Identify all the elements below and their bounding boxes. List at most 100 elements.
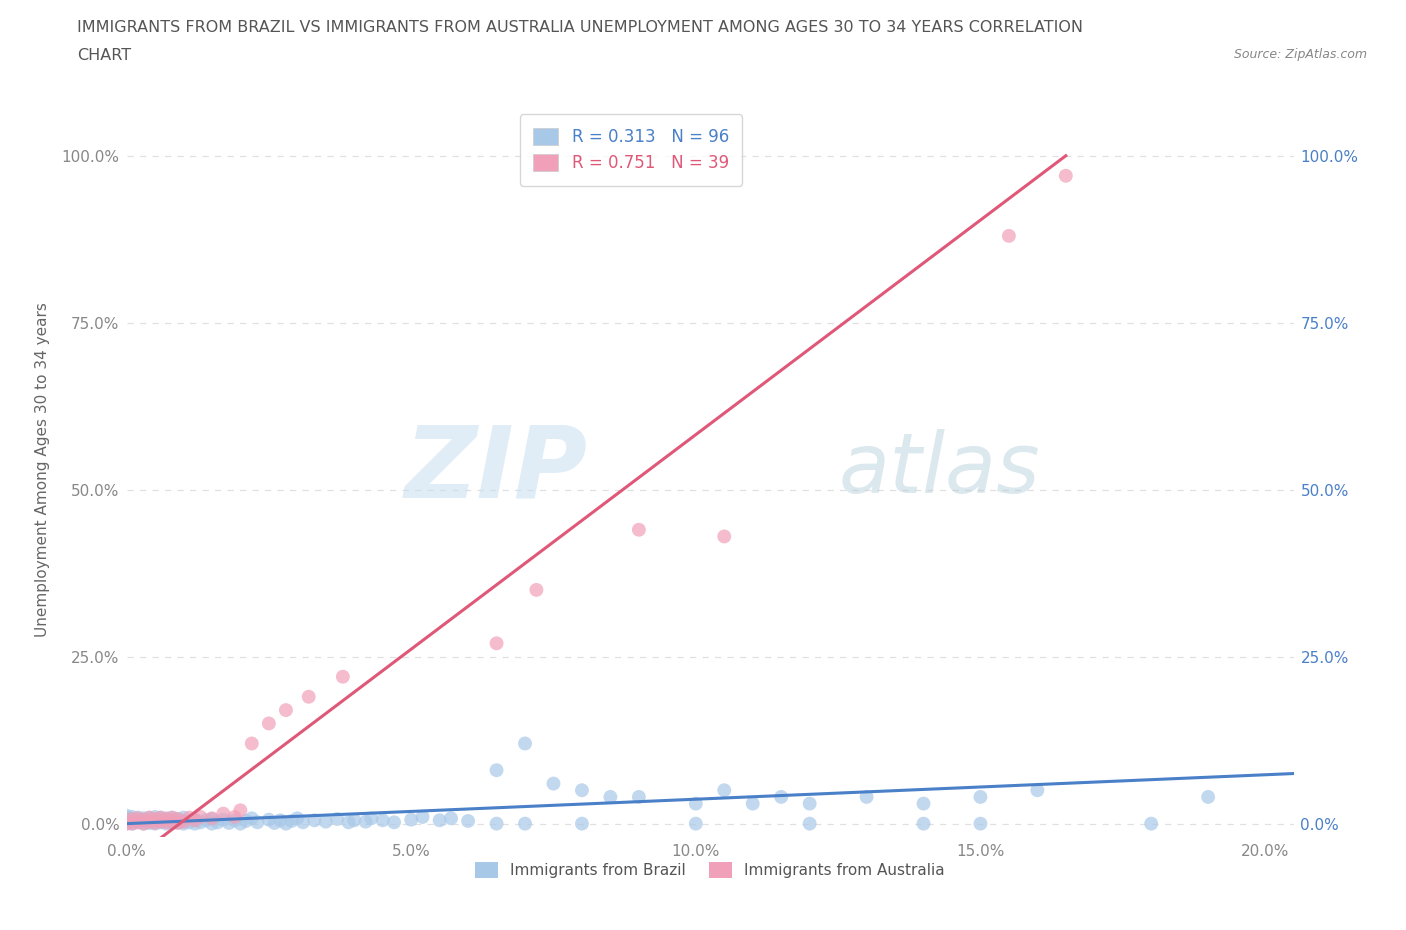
Point (127, 811, 149, 826)
Point (121, 817, 143, 831)
Point (354, 814, 377, 829)
Point (184, 812, 207, 827)
Point (143, 812, 166, 827)
Point (224, 813, 246, 828)
Point (304, 813, 326, 828)
Point (149, 814, 172, 829)
Legend: Immigrants from Brazil, Immigrants from Australia: Immigrants from Brazil, Immigrants from … (470, 857, 950, 884)
Point (298, 689, 321, 704)
Point (257, 716, 280, 731)
Point (713, 783, 735, 798)
Point (382, 815, 405, 830)
Point (240, 811, 263, 826)
Point (166, 816, 188, 830)
Point (543, 777, 565, 791)
Point (115, 813, 138, 828)
Point (685, 817, 707, 831)
Point (149, 813, 172, 828)
Point (121, 812, 143, 827)
Point (571, 783, 593, 798)
Point (155, 817, 177, 831)
Point (326, 812, 349, 827)
Point (138, 816, 160, 830)
Point (315, 814, 337, 829)
Point (132, 812, 155, 827)
Point (485, 636, 508, 651)
Point (371, 813, 394, 828)
Text: ZIP: ZIP (405, 421, 588, 518)
Point (132, 817, 155, 831)
Point (485, 817, 508, 831)
Point (143, 812, 166, 827)
Point (207, 815, 229, 830)
Point (201, 811, 224, 826)
Point (235, 814, 257, 829)
Point (218, 816, 240, 830)
Point (195, 813, 218, 828)
Point (190, 809, 212, 824)
Point (138, 813, 160, 828)
Point (149, 815, 172, 830)
Point (343, 813, 366, 828)
Point (155, 815, 177, 830)
Point (513, 817, 536, 831)
Point (138, 814, 160, 829)
Point (138, 810, 160, 825)
Point (160, 814, 183, 829)
Point (121, 817, 143, 831)
Point (127, 813, 149, 828)
Point (132, 817, 155, 831)
Point (149, 810, 172, 825)
Point (179, 810, 201, 825)
Point (285, 811, 308, 826)
Point (399, 812, 422, 827)
Point (121, 814, 143, 829)
Point (998, 229, 1021, 244)
Point (132, 811, 155, 826)
Point (969, 790, 991, 804)
Point (132, 814, 155, 829)
Point (360, 811, 382, 826)
Point (160, 810, 183, 825)
Point (160, 813, 183, 828)
Point (513, 736, 536, 751)
Point (912, 817, 935, 831)
Point (179, 815, 201, 830)
Point (138, 810, 160, 825)
Point (184, 817, 207, 831)
Point (599, 790, 621, 804)
Point (1140, 817, 1163, 831)
Point (969, 817, 991, 831)
Point (212, 812, 235, 827)
Point (115, 810, 138, 825)
Point (429, 813, 451, 828)
Point (127, 810, 149, 825)
Point (212, 806, 235, 821)
Point (799, 796, 821, 811)
Point (627, 523, 650, 538)
Point (166, 812, 188, 827)
Point (115, 808, 138, 823)
Point (485, 763, 508, 777)
Point (184, 813, 207, 828)
Point (115, 817, 138, 831)
Point (229, 817, 252, 831)
Point (127, 815, 149, 830)
Point (143, 814, 166, 829)
Point (172, 817, 194, 831)
Point (115, 812, 138, 827)
Text: atlas: atlas (838, 429, 1040, 511)
Point (337, 815, 360, 830)
Point (741, 796, 763, 811)
Point (115, 817, 138, 831)
Point (627, 790, 650, 804)
Point (526, 582, 548, 597)
Point (121, 809, 143, 824)
Point (155, 812, 177, 827)
Point (440, 811, 463, 826)
Point (770, 790, 793, 804)
Point (160, 810, 183, 825)
Point (172, 814, 194, 829)
Point (224, 809, 246, 824)
Point (201, 817, 224, 831)
